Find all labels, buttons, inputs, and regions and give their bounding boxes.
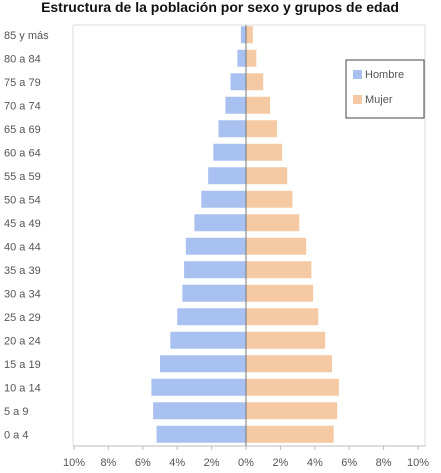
- bar-mujer-10-a-14: [246, 378, 339, 396]
- y-tick-label: 30 a 34: [4, 288, 41, 300]
- x-axis-labels: 10% 8% 6% 4% 2% 0% 2% 4% 6% 8% 10%: [63, 446, 429, 469]
- y-tick-label: 60 a 64: [4, 147, 41, 159]
- bar-mujer-80-a-84: [246, 49, 257, 67]
- y-tick-label: 35 a 39: [4, 265, 41, 277]
- x-tick-label: 4%: [307, 457, 323, 469]
- bar-mujer-60-a-64: [246, 143, 283, 161]
- y-tick-label: 20 a 24: [4, 335, 41, 347]
- y-tick-label: 70 a 74: [4, 100, 41, 112]
- x-tick-label: 10%: [407, 457, 429, 469]
- bar-hombre-5-a-9: [153, 402, 246, 420]
- y-tick-label: 65 a 69: [4, 124, 41, 136]
- bar-hombre-15-a-19: [160, 355, 246, 373]
- bar-mujer-5-a-9: [246, 402, 338, 420]
- y-tick-label: 50 a 54: [4, 194, 41, 206]
- bar-mujer-30-a-34: [246, 284, 314, 302]
- legend-box: [345, 59, 425, 119]
- x-tick-label: 2%: [204, 457, 220, 469]
- x-tick-label: 4%: [169, 457, 185, 469]
- bar-hombre-75-a-79: [230, 73, 246, 91]
- bar-hombre-60-a-64: [213, 143, 246, 161]
- bar-hombre-65-a-69: [218, 120, 246, 138]
- bar-mujer-20-a-24: [246, 331, 326, 349]
- x-tick-label: 8%: [376, 457, 392, 469]
- bar-hombre-85-y-m-s: [240, 26, 246, 44]
- x-tick-label: 8%: [100, 457, 116, 469]
- y-tick-label: 0 a 4: [4, 429, 28, 441]
- bar-mujer-40-a-44: [246, 237, 307, 255]
- x-tick-label: 6%: [135, 457, 151, 469]
- y-tick-label: 45 a 49: [4, 218, 41, 230]
- bar-mujer-15-a-19: [246, 355, 332, 373]
- bar-hombre-55-a-59: [208, 167, 246, 185]
- bar-hombre-25-a-29: [177, 308, 246, 326]
- bar-hombre-10-a-14: [151, 378, 246, 396]
- y-tick-label: 75 a 79: [4, 77, 41, 89]
- bar-mujer-75-a-79: [246, 73, 264, 91]
- bar-mujer-65-a-69: [246, 120, 277, 138]
- chart-title: Estructura de la población por sexo y gr…: [41, 0, 399, 15]
- bar-hombre-50-a-54: [201, 190, 246, 208]
- bar-hombre-30-a-34: [182, 284, 246, 302]
- bar-mujer-0-a-4: [246, 425, 334, 443]
- y-axis-labels: 0 a 4 5 a 9 10 a 14 15 a 19 20 a 24 25 a 29 30…: [4, 30, 49, 442]
- legend-swatch-mujer: [353, 95, 362, 104]
- y-tick-label: 5 a 9: [4, 406, 28, 418]
- legend-label-hombre: Hombre: [365, 69, 404, 81]
- y-tick-label: 25 a 29: [4, 312, 41, 324]
- bar-mujer-55-a-59: [246, 167, 288, 185]
- bar-mujer-50-a-54: [246, 190, 293, 208]
- bar-mujer-45-a-49: [246, 214, 300, 232]
- y-tick-label: 80 a 84: [4, 53, 41, 65]
- y-tick-label: 10 a 14: [4, 382, 41, 394]
- y-tick-label: 40 a 44: [4, 241, 41, 253]
- bar-mujer-25-a-29: [246, 308, 319, 326]
- x-tick-label: 0%: [238, 457, 254, 469]
- x-tick-label: 10%: [63, 457, 85, 469]
- x-tick-label: 6%: [341, 457, 357, 469]
- bar-mujer-70-a-74: [246, 96, 271, 114]
- bars-layer: [151, 26, 339, 443]
- legend-label-mujer: Mujer: [365, 94, 393, 106]
- legend-swatch-hombre: [353, 70, 362, 79]
- bar-hombre-35-a-39: [184, 261, 246, 279]
- bar-hombre-45-a-49: [194, 214, 246, 232]
- bar-mujer-85-y-m-s: [246, 26, 253, 44]
- bar-hombre-0-a-4: [156, 425, 246, 443]
- bar-hombre-20-a-24: [170, 331, 246, 349]
- bar-hombre-70-a-74: [225, 96, 246, 114]
- y-tick-label: 55 a 59: [4, 171, 41, 183]
- x-tick-label: 2%: [272, 457, 288, 469]
- legend: Hombre Mujer: [345, 59, 425, 119]
- bar-mujer-35-a-39: [246, 261, 312, 279]
- bar-hombre-40-a-44: [185, 237, 246, 255]
- y-tick-label: 15 a 19: [4, 359, 41, 371]
- y-tick-label: 85 y más: [4, 30, 49, 42]
- bar-hombre-80-a-84: [237, 49, 246, 67]
